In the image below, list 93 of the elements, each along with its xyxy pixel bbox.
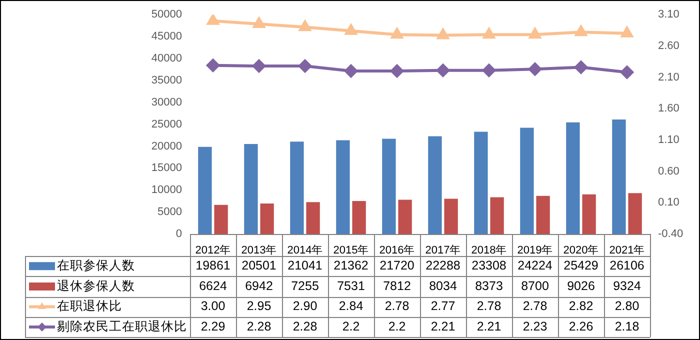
data-label: 2.29	[200, 320, 226, 334]
x-tick-label: 2012年	[195, 244, 231, 257]
x-tick-label: 2017年	[425, 244, 461, 257]
x-tick-label: 2020年	[563, 244, 599, 257]
y-tick-label: 40000	[151, 52, 182, 65]
data-label: 19861	[196, 258, 230, 273]
data-label: 2.21	[430, 320, 456, 334]
data-label: 20501	[242, 258, 276, 273]
y2-tick-label: 1.10	[658, 134, 680, 146]
data-label: 2.2	[342, 320, 360, 334]
bar	[444, 198, 458, 234]
data-label: 2.95	[246, 299, 272, 314]
data-label: 6624	[199, 278, 227, 293]
x-tick-label: 2013年	[241, 244, 277, 257]
data-label: 22288	[426, 258, 460, 273]
data-label: 23308	[472, 258, 506, 273]
bar	[306, 202, 320, 234]
data-label: 21362	[334, 258, 368, 273]
y-tick-label: 0	[176, 228, 182, 240]
x-tick-label: 2021年	[609, 244, 645, 257]
data-label: 2.21	[476, 320, 502, 334]
data-label: 2.18	[614, 320, 640, 334]
y-tick-label: 10000	[151, 184, 182, 196]
y-tick-label: 50000	[151, 8, 182, 21]
data-label: 24224	[518, 258, 552, 273]
y2-tick-label: -0.40	[658, 228, 684, 240]
data-label: 8700	[521, 278, 549, 293]
data-label: 2.2	[388, 320, 406, 334]
bar	[290, 142, 304, 234]
data-label: 2.80	[614, 299, 640, 314]
data-label: 3.00	[200, 299, 226, 314]
legend-label: 在职参保人数	[57, 258, 135, 273]
data-label: 2.78	[476, 299, 502, 314]
y-tick-label: 35000	[151, 74, 182, 86]
x-tick-label: 2015年	[333, 244, 369, 257]
y2-tick-label: 0.10	[658, 196, 680, 209]
data-label: 9026	[567, 278, 595, 293]
data-label: 7255	[291, 278, 319, 293]
data-label: 7531	[337, 278, 365, 293]
data-label: 2.23	[522, 320, 548, 334]
x-tick-label: 2014年	[287, 244, 323, 257]
y-tick-label: 5000	[158, 206, 182, 218]
data-label: 2.78	[522, 299, 548, 314]
data-label: 2.90	[292, 299, 318, 314]
bar	[612, 119, 626, 234]
data-label: 25429	[564, 258, 598, 273]
x-tick-label: 2019年	[517, 244, 553, 257]
bar	[398, 200, 412, 234]
y2-tick-label: 2.10	[658, 71, 680, 84]
data-label: 6942	[245, 278, 273, 293]
bar	[520, 128, 534, 234]
data-label: 21041	[288, 258, 322, 273]
bar	[260, 204, 274, 234]
data-label: 21720	[380, 258, 414, 273]
bar	[336, 140, 350, 234]
bar	[428, 136, 442, 234]
y2-tick-label: 3.10	[658, 8, 680, 21]
data-label: 2.28	[292, 320, 318, 334]
data-label: 2.77	[430, 299, 456, 314]
y-tick-label: 45000	[151, 30, 182, 43]
y2-tick-label: 0.60	[658, 165, 680, 178]
bar	[490, 197, 504, 234]
bar	[474, 132, 488, 234]
y-tick-label: 20000	[151, 140, 182, 152]
legend-label: 剔除农民工在职退休比	[57, 320, 187, 334]
data-label: 8034	[429, 278, 457, 293]
data-label: 7812	[383, 278, 411, 293]
bar	[628, 193, 642, 234]
data-label: 2.78	[384, 299, 410, 314]
bar	[582, 194, 596, 234]
data-label: 26106	[610, 258, 644, 273]
bar	[382, 138, 396, 234]
y2-tick-label: 2.60	[658, 40, 680, 52]
bar	[352, 200, 366, 234]
y-tick-label: 25000	[151, 118, 182, 130]
data-label: 2.26	[568, 320, 594, 334]
x-tick-label: 2018年	[471, 244, 507, 257]
bar	[198, 146, 212, 234]
data-label: 2.82	[568, 299, 594, 314]
bar	[536, 196, 550, 234]
legend-label: 在职退休比	[57, 299, 122, 314]
y-tick-label: 15000	[151, 162, 182, 174]
data-label: 9324	[613, 278, 641, 293]
data-label: 8373	[475, 278, 503, 293]
data-label: 2.28	[246, 320, 272, 334]
legend-label: 退休参保人数	[57, 278, 135, 293]
bar	[244, 144, 258, 234]
bar	[214, 204, 228, 234]
bar	[566, 122, 580, 234]
data-label: 2.84	[338, 299, 364, 314]
x-tick-label: 2016年	[379, 244, 415, 257]
y2-tick-label: 1.60	[658, 102, 680, 115]
y-tick-label: 30000	[151, 96, 182, 108]
